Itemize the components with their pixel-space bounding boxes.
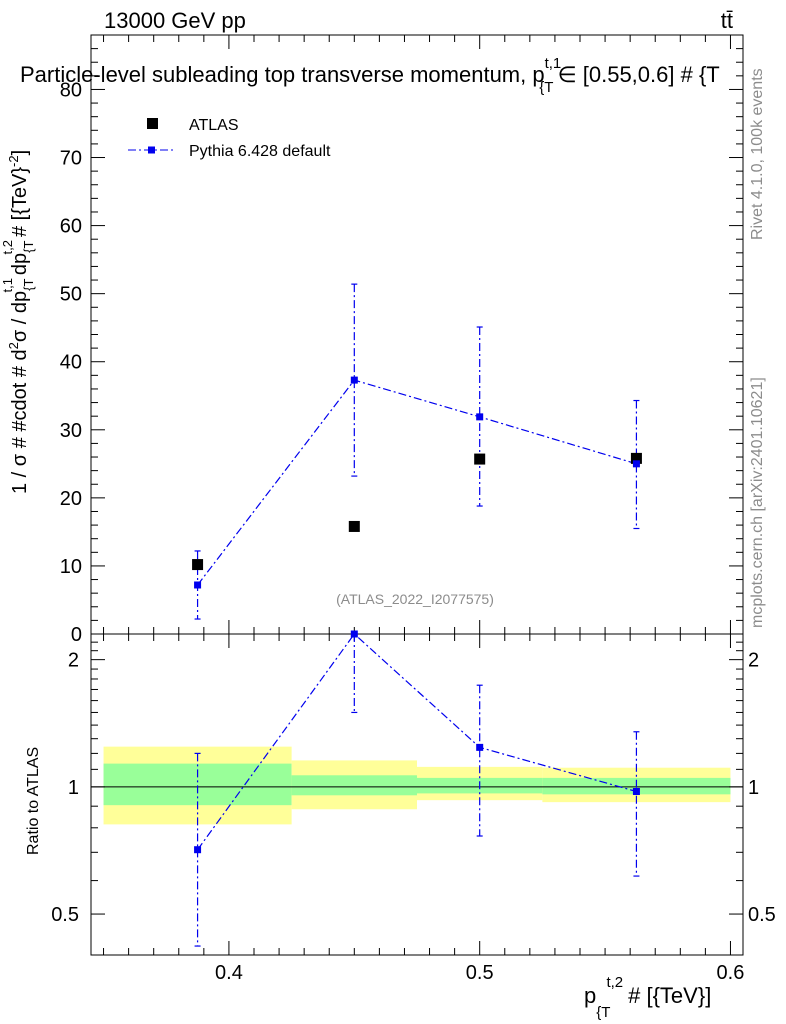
main-y-tick-label-50: 50: [60, 284, 82, 306]
ratio-pythia-point-3: [632, 787, 640, 795]
main-y-tick-label-70: 70: [60, 148, 82, 170]
ratio-pythia-series: [194, 630, 640, 947]
ratio-y-axis-label: Ratio to ATLAS: [25, 747, 42, 855]
ratio-plot-frame: [90, 633, 744, 956]
analysis-watermark: (ATLAS_2022_I2077575): [336, 591, 494, 607]
ratio-y-tick-label-left-1: 1: [68, 777, 79, 799]
legend: ATLAS Pythia 6.428 default: [128, 117, 331, 160]
main-pythia-line: [197, 379, 637, 586]
main-y-tick-label-60: 60: [60, 216, 82, 238]
main-y-tick-label-10: 10: [60, 556, 82, 578]
ratio-pythia-point-2: [476, 743, 484, 751]
x-tick-label-0.6: 0.6: [717, 962, 745, 984]
ratio-y-tick-label-right-1: 1: [748, 777, 759, 799]
main-pythia-point-0: [194, 581, 202, 589]
ratio-y-tick-label-left-2: 2: [68, 650, 79, 672]
main-pythia-point-1: [350, 376, 358, 384]
ratio-band-inner-1: [291, 775, 417, 796]
ratio-pythia-point-1: [350, 630, 358, 638]
ratio-y-tick-label-left-0.5: 0.5: [51, 904, 79, 926]
mcplots-label: mcplots.cern.ch [arXiv:2401.10621]: [749, 377, 766, 628]
main-y-tick-label-40: 40: [60, 352, 82, 374]
legend-pythia-marker: [148, 146, 155, 154]
x-tick-label-0.4: 0.4: [215, 962, 243, 984]
ratio-pythia-point-0: [194, 846, 202, 854]
main-atlas-point-3: [630, 452, 642, 464]
ratio-pythia-line: [197, 633, 637, 851]
main-pythia-series: [194, 283, 640, 620]
plot-title: Particle-level subleading top transverse…: [20, 55, 720, 96]
axis-ticks: [91, 35, 743, 956]
main-atlas-point-0: [192, 559, 204, 571]
legend-atlas-label: ATLAS: [189, 117, 239, 134]
x-tick-label-0.5: 0.5: [466, 962, 494, 984]
energy-label: 13000 GeV pp: [104, 8, 246, 33]
process-label: tt̄: [721, 8, 733, 33]
ratio-uncertainty-bands: [103, 746, 731, 825]
ratio-y-tick-labels: 0.5 0.5 1 1 2 2: [51, 650, 776, 926]
legend-atlas-marker: [147, 118, 158, 129]
main-atlas-point-1: [348, 520, 360, 532]
main-y-tick-label-30: 30: [60, 420, 82, 442]
rivet-version-label: Rivet 4.1.0, 100k events: [749, 68, 766, 240]
main-y-tick-labels: 0 10 20 30 40 50 60 70 80: [60, 79, 82, 646]
main-y-tick-label-80: 80: [60, 79, 82, 101]
main-pythia-point-2: [476, 413, 484, 421]
main-atlas-series: [192, 376, 642, 589]
main-atlas-point-2: [474, 453, 486, 465]
ratio-x-tick-labels: 0.4 0.5 0.6: [215, 962, 744, 984]
legend-pythia-label: Pythia 6.428 default: [189, 143, 331, 160]
x-axis-label: p{Tt,2# [{TeV}]: [584, 974, 711, 1021]
ratio-y-tick-label-right-2: 2: [748, 650, 759, 672]
main-pythia-point-3: [632, 460, 640, 468]
ratio-y-tick-label-right-0.5: 0.5: [748, 904, 776, 926]
main-y-axis-label: 1 / σ # #cdot # d2σ / dp{Tt,1dp{Tt,2# [{…: [0, 150, 36, 494]
main-y-tick-label-0: 0: [71, 624, 82, 646]
main-y-tick-label-20: 20: [60, 488, 82, 510]
